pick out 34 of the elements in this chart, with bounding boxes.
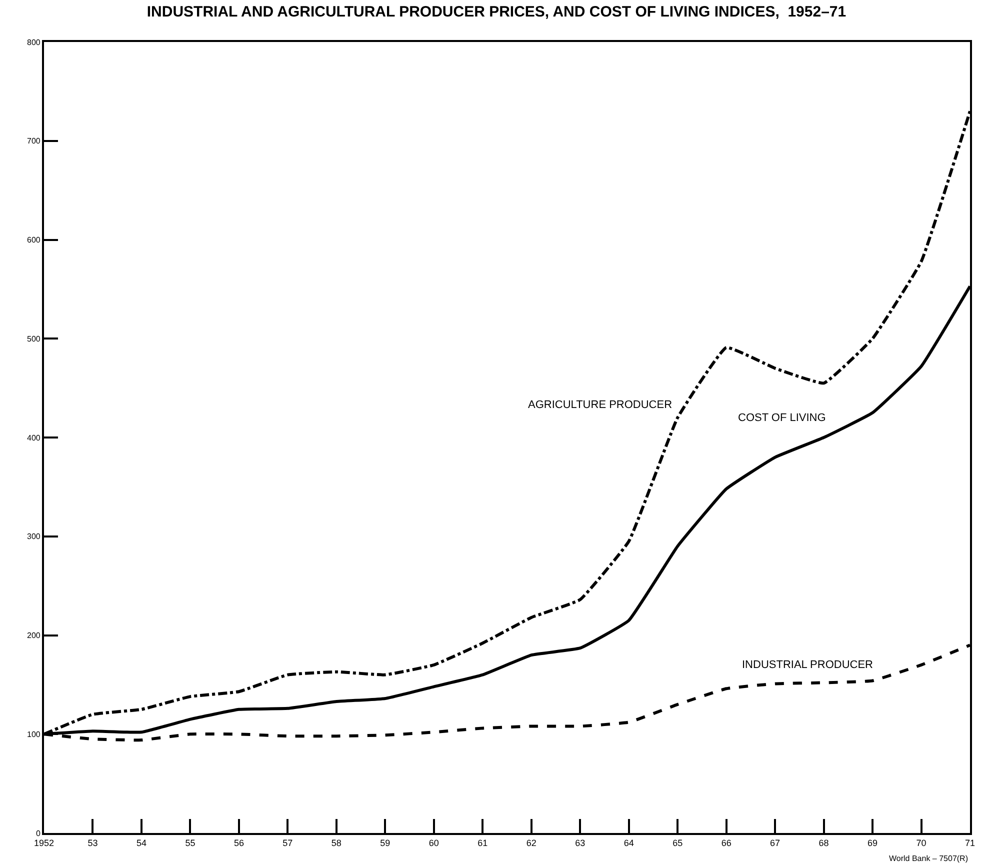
x-tick-label: 60 (428, 838, 439, 848)
x-tick-label: 69 (868, 838, 878, 848)
y-tick-label: 0 (36, 828, 41, 838)
x-tick-label: 63 (575, 838, 586, 848)
x-tick-label: 68 (818, 838, 829, 848)
x-tick-label: 65 (672, 838, 683, 848)
y-tick-label: 600 (27, 236, 41, 245)
y-tick-label: 700 (27, 136, 41, 146)
x-tick-label: 61 (478, 838, 488, 848)
x-tick-label: 56 (234, 838, 244, 848)
text: World Bank – 7507(R) (889, 854, 968, 863)
x-tick-label: 59 (380, 838, 390, 848)
x-tick-label: 66 (721, 838, 732, 848)
x-tick-label: 70 (916, 838, 926, 848)
x-tick-label: 57 (282, 838, 293, 848)
series-label: COST OF LIVING (738, 412, 826, 424)
y-tick-label: 100 (27, 730, 41, 739)
series-label: AGRICULTURE PRODUCER (528, 399, 672, 411)
x-tick-label: 1952 (34, 838, 54, 848)
x-tick-label: 55 (185, 838, 196, 848)
x-tick-label: 54 (136, 838, 146, 848)
y-tick-label: 300 (27, 532, 41, 542)
y-tick-label: 500 (27, 334, 41, 344)
x-tick-label: 71 (964, 838, 976, 848)
x-tick-label: 62 (526, 838, 536, 848)
y-tick-label: 400 (27, 433, 41, 442)
x-tick-label: 64 (624, 838, 634, 848)
x-tick-label: 53 (88, 838, 98, 848)
x-tick-label: 58 (331, 838, 342, 848)
chart-title: INDUSTRIAL AND AGRICULTURAL PRODUCER PRICES, AND COST OF LIVING INDICES, 1952–71 (146, 4, 846, 21)
y-tick-label: 800 (27, 38, 41, 47)
x-tick-label: 67 (770, 838, 780, 848)
series-label: INDUSTRIAL PRODUCER (742, 659, 874, 671)
y-tick-label: 200 (27, 631, 41, 640)
